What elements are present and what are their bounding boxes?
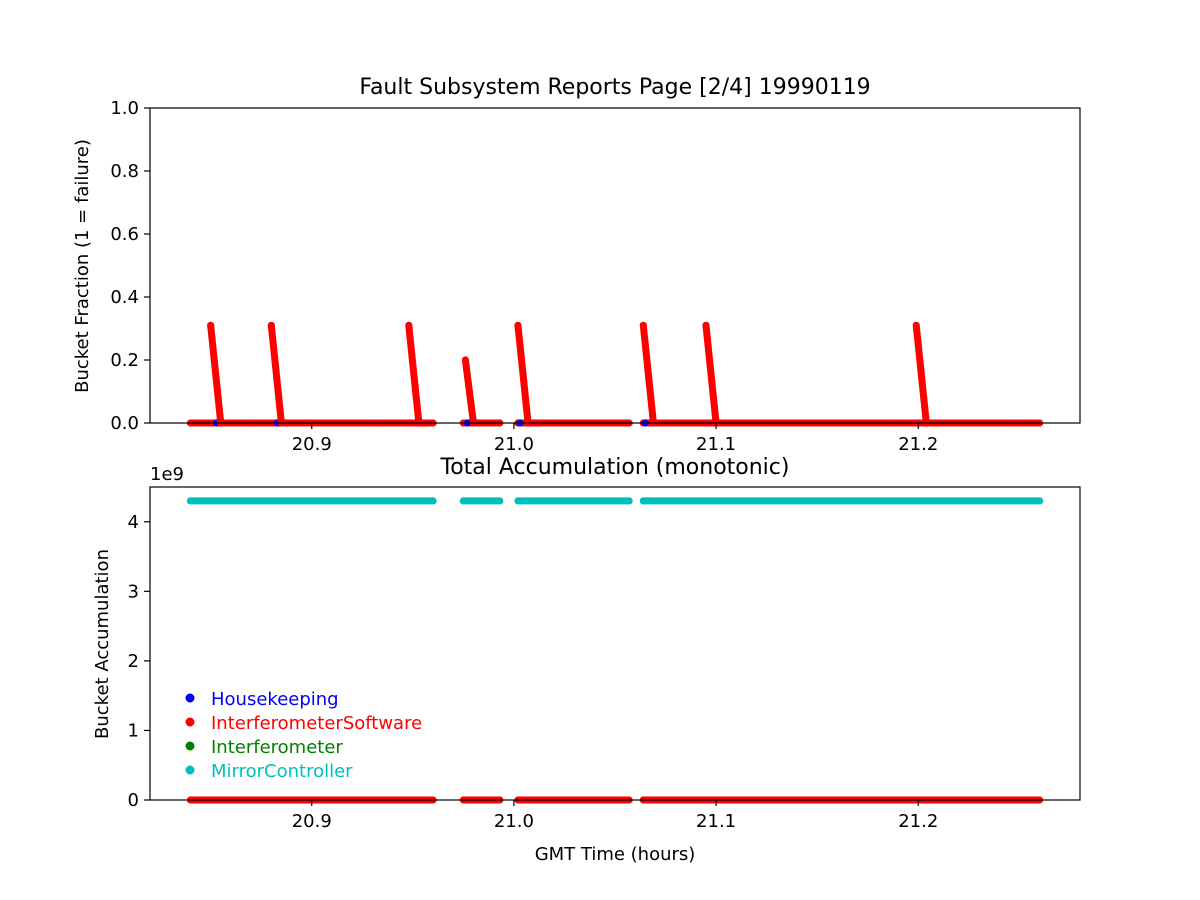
top-chart-x-ticks: 20.9 21.0 21.1 21.2 — [292, 423, 938, 455]
bottom-chart: Total Accumulation (monotonic) 20.9 21.0 2… — [92, 455, 1081, 865]
top-chart-x-tick-label: 20.9 — [292, 434, 332, 455]
top-chart: Fault Subsystem Reports Page [2/4] 19990… — [72, 75, 1081, 455]
bottom-chart-y-ticks: 0 1 2 3 4 — [128, 512, 150, 811]
top-chart-y-tick-label: 0.4 — [110, 287, 139, 308]
top-chart-frame — [149, 107, 1081, 424]
legend-label: Interferometer — [211, 737, 343, 758]
top-chart-x-tick-label: 21.0 — [494, 434, 534, 455]
legend-label: MirrorController — [211, 761, 353, 782]
bottom-chart-x-tick-label: 21.1 — [696, 811, 736, 832]
bottom-chart-x-ticks: 20.9 21.0 21.1 21.2 — [292, 800, 938, 832]
mirror-controller-point — [625, 497, 633, 505]
top-chart-title: Fault Subsystem Reports Page [2/4] 19990… — [359, 75, 870, 100]
bottom-chart-x-tick-label: 21.2 — [898, 811, 938, 832]
top-chart-x-tick-label: 21.1 — [696, 434, 736, 455]
legend-marker — [185, 765, 195, 775]
top-chart-x-tick-label: 21.2 — [898, 434, 938, 455]
mirror-controller-point — [429, 497, 437, 505]
top-chart-y-tick-label: 0.0 — [110, 413, 139, 434]
bottom-chart-x-tick-label: 21.0 — [494, 811, 534, 832]
bottom-chart-y-offset-label: 1e9 — [150, 464, 184, 485]
top-chart-y-ticks: 0.0 0.2 0.4 0.6 0.8 1.0 — [110, 98, 150, 434]
legend: Housekeeping InterferometerSoftware Interf… — [185, 689, 422, 782]
bottom-chart-y-tick-label: 3 — [128, 581, 139, 602]
bottom-chart-y-tick-label: 2 — [128, 651, 139, 672]
bottom-chart-y-tick-label: 0 — [128, 790, 139, 811]
bottom-chart-x-axis-label: GMT Time (hours) — [535, 844, 696, 865]
top-chart-y-tick-label: 0.8 — [110, 161, 139, 182]
bottom-chart-y-axis-label: Bucket Accumulation — [92, 549, 113, 739]
legend-marker — [185, 741, 195, 751]
bottom-chart-title: Total Accumulation (monotonic) — [440, 455, 790, 480]
top-chart-y-tick-label: 0.6 — [110, 224, 139, 245]
top-chart-y-axis-label: Bucket Fraction (1 = failure) — [72, 139, 93, 393]
legend-label: InterferometerSoftware — [211, 713, 422, 734]
top-chart-y-tick-label: 1.0 — [110, 98, 139, 119]
bottom-chart-x-tick-label: 20.9 — [292, 811, 332, 832]
top-chart-y-tick-label: 0.2 — [110, 350, 139, 371]
mirror-controller-point — [496, 497, 504, 505]
legend-marker — [185, 693, 195, 703]
bottom-chart-frame — [149, 486, 1081, 801]
legend-marker — [185, 717, 195, 727]
bottom-chart-marks — [186, 497, 1044, 804]
mirror-controller-point — [1035, 497, 1044, 505]
legend-label: Housekeeping — [211, 689, 339, 710]
bottom-chart-y-tick-label: 4 — [128, 512, 139, 533]
bottom-chart-y-tick-label: 1 — [128, 720, 139, 741]
